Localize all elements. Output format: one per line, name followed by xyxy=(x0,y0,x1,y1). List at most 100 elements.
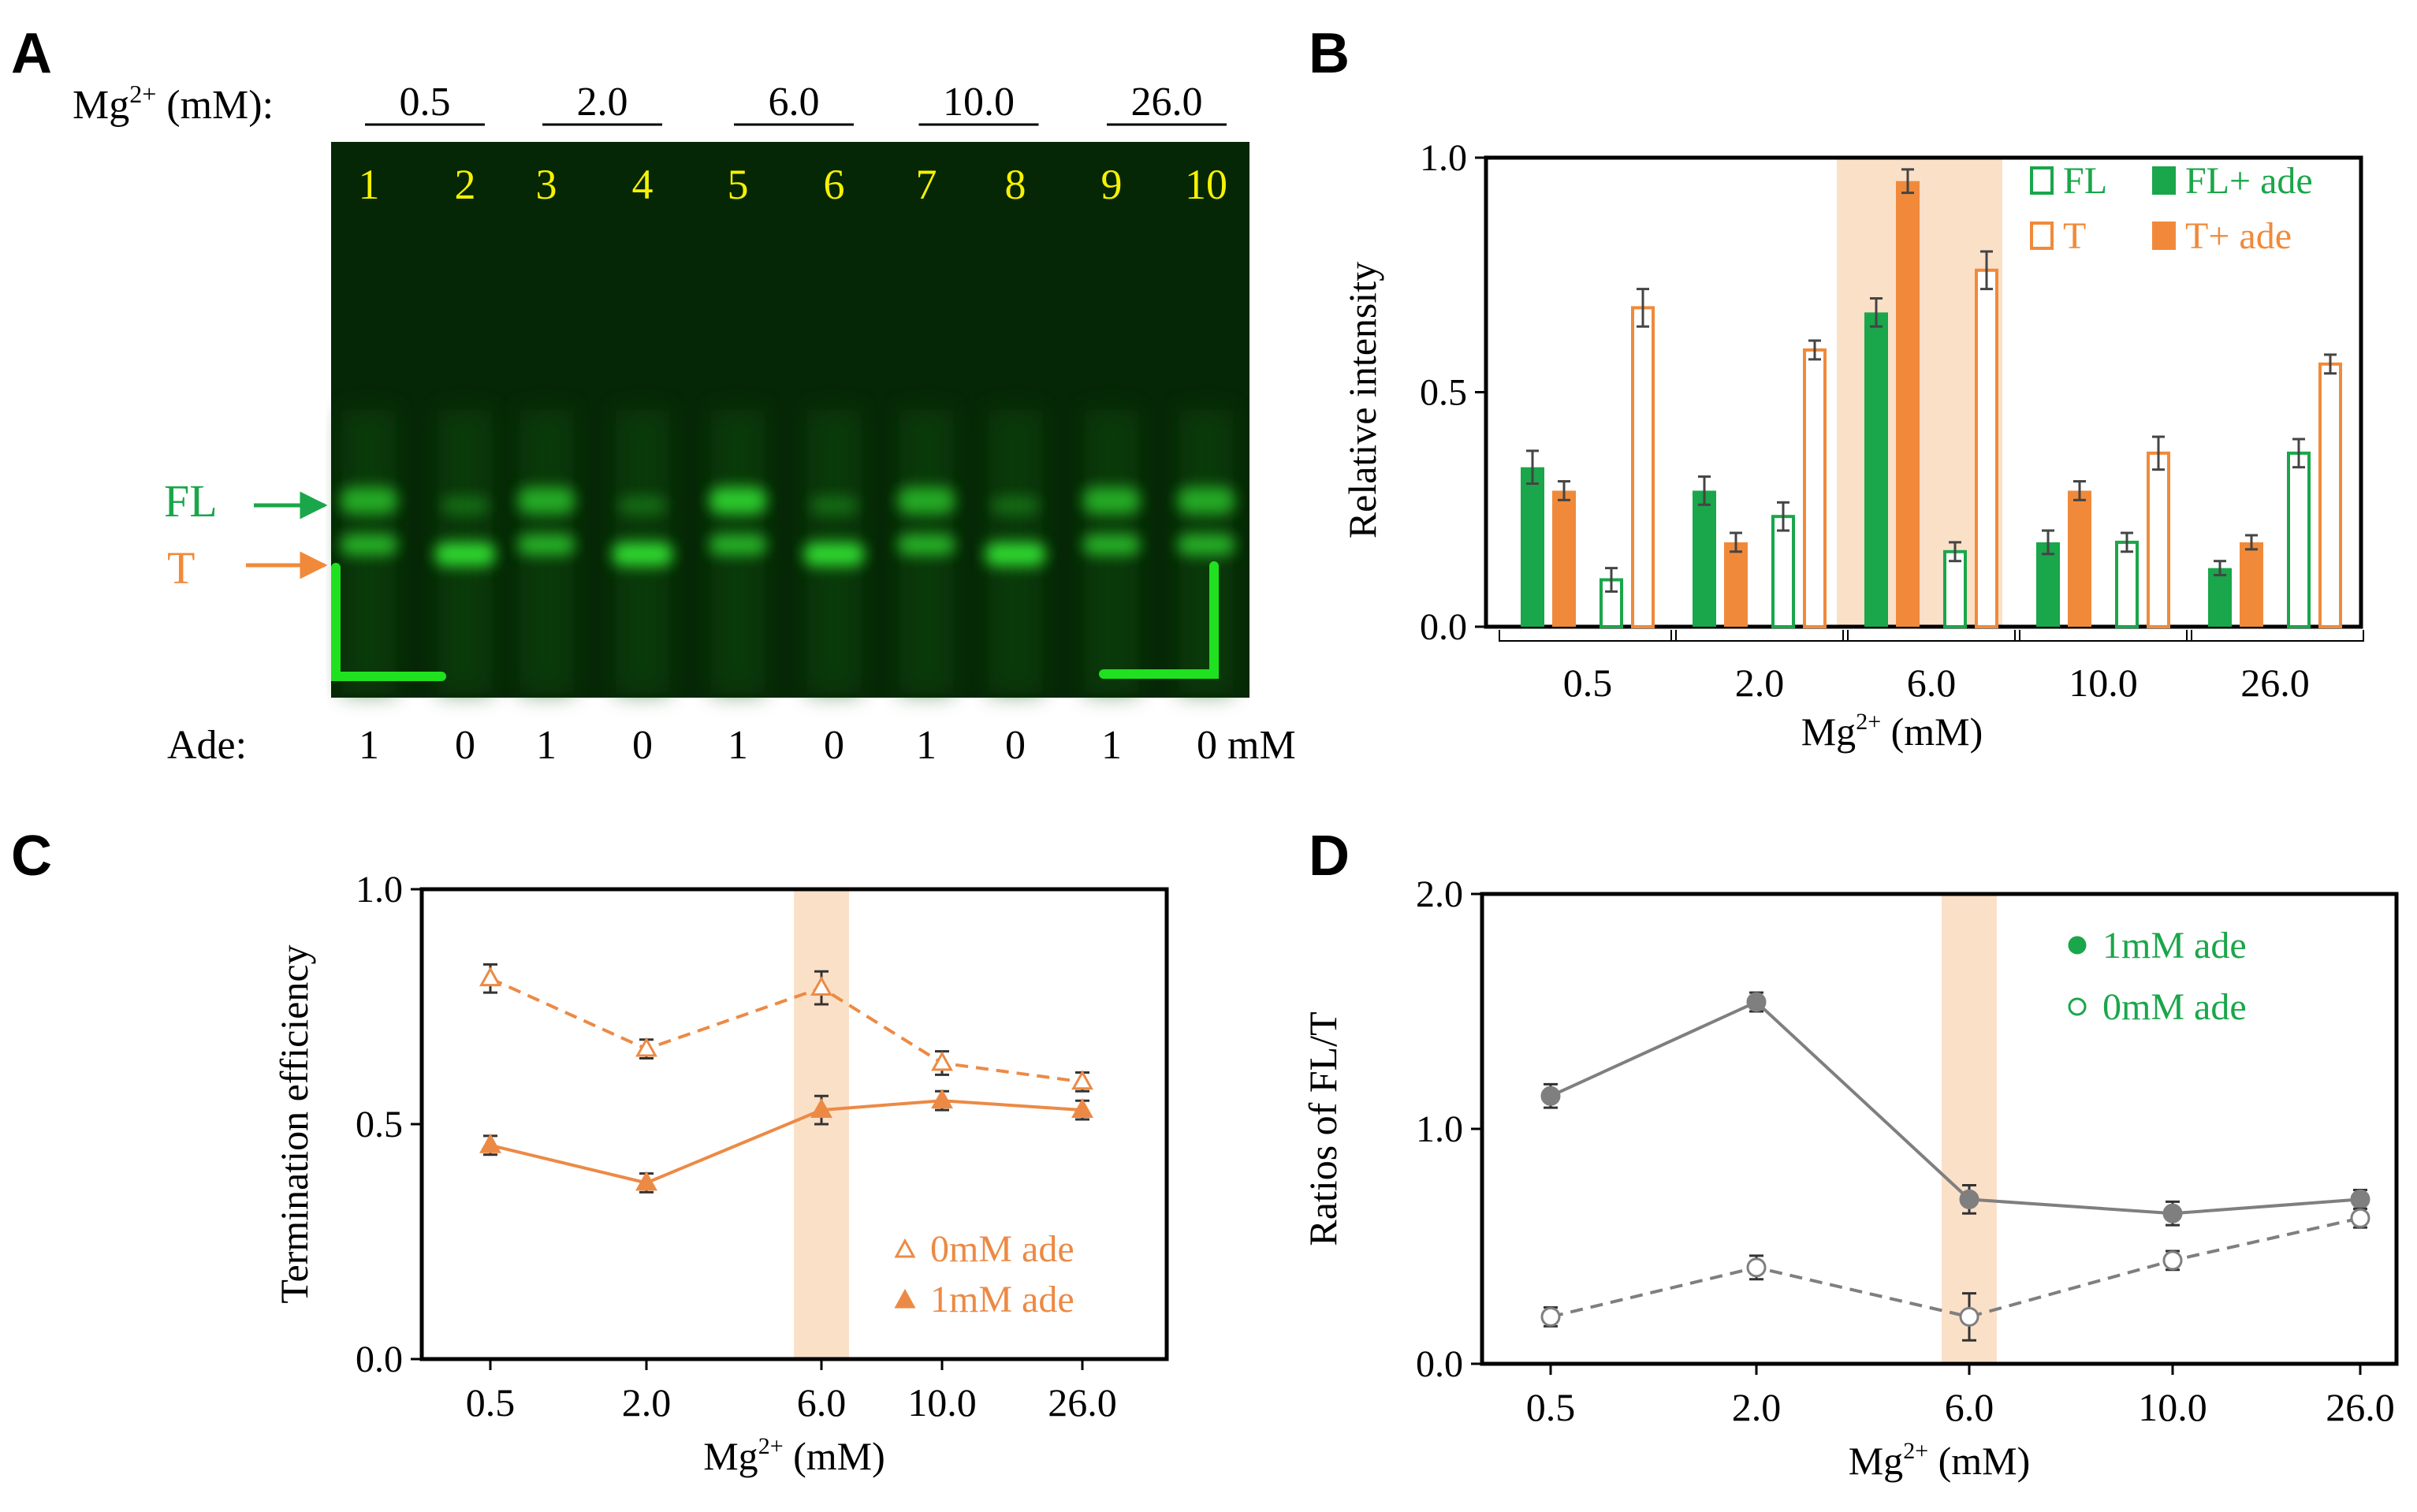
x-tick-label: 6.0 xyxy=(797,1380,847,1424)
lane-number: 4 xyxy=(632,161,654,208)
x-tick-label: 10.0 xyxy=(2138,1385,2207,1429)
data-point xyxy=(931,1051,953,1071)
x-tick-label: 2.0 xyxy=(622,1380,672,1424)
gel-band-fl-faint xyxy=(441,497,489,514)
lane-number: 9 xyxy=(1101,161,1123,208)
gel-band-t xyxy=(518,534,575,555)
legend-marker xyxy=(894,1288,916,1309)
gel-marker-right xyxy=(1099,561,1219,679)
bar xyxy=(2068,490,2091,627)
x-axis-label: Mg2+ (mM) xyxy=(1849,1438,2031,1483)
bar xyxy=(2240,542,2263,627)
x-tick-label: 0.5 xyxy=(1526,1385,1576,1429)
bar xyxy=(1864,312,1888,627)
legend-swatch xyxy=(2030,222,2054,250)
series-line xyxy=(1550,1216,2361,1319)
lane-number: 10 xyxy=(1185,161,1227,208)
category-bracket xyxy=(1842,630,2020,642)
lane-number: 1 xyxy=(359,161,380,208)
data-point xyxy=(1071,1098,1093,1119)
data-point xyxy=(635,1037,657,1057)
x-axis-label-unit: (mM) xyxy=(1881,709,1983,754)
category-bracket xyxy=(2186,630,2364,642)
mg-label: Mg2+ (mM): xyxy=(73,80,274,128)
panel-b: B 0.0 0.5 1.0 0.5 2.0 6.0 10.0 26.0 Mg2+ (mM) Rel… xyxy=(1309,22,2364,754)
panel-c: C 0.0 0.5 1.0 0.5 2.0 6.0 10.0 26.0 Mg2+ (mM) Ter… xyxy=(11,825,1169,1478)
ade-value: 0 xyxy=(632,723,653,768)
bar xyxy=(2287,451,2311,628)
category-bracket xyxy=(1499,630,1677,642)
x-tick-label: 10.0 xyxy=(907,1380,977,1424)
x-axis-label-sup: 2+ xyxy=(758,1433,784,1459)
legend-swatch xyxy=(2030,166,2054,195)
x-tick-label: 6.0 xyxy=(1907,661,1957,705)
bar xyxy=(1693,490,1716,627)
bar xyxy=(2036,542,2060,627)
gel-band-t xyxy=(898,534,955,555)
x-axis-label-unit: (mM) xyxy=(1928,1439,2030,1483)
data-point xyxy=(1746,1257,1767,1278)
lane-numbers: 1 2 3 4 5 6 7 8 9 10 xyxy=(359,161,1228,208)
x-axis-label-unit: (mM) xyxy=(784,1434,885,1478)
x-axis-label-sup: 2+ xyxy=(1856,709,1881,735)
data-point xyxy=(1540,1086,1561,1106)
mg-label-sup: 2+ xyxy=(129,80,156,108)
category-bracket xyxy=(2014,630,2192,642)
ade-label: Ade: xyxy=(167,723,247,768)
gel-band-fl-faint xyxy=(810,497,858,514)
x-tick-label: 0.5 xyxy=(466,1380,516,1424)
series-line xyxy=(490,977,1083,1084)
x-tick-label: 26.0 xyxy=(2326,1385,2395,1429)
gel-band-t xyxy=(1178,534,1235,555)
bar xyxy=(1896,181,1920,627)
data-point xyxy=(931,1089,953,1109)
x-tick-label: 2.0 xyxy=(1732,1385,1782,1429)
bar xyxy=(1943,549,1967,628)
y-tick-label: 2.0 xyxy=(1416,873,1463,915)
panel-letter-b: B xyxy=(1309,22,1350,85)
gel-band-t xyxy=(435,542,495,566)
ade-value: 1 xyxy=(916,723,937,768)
lane-number: 8 xyxy=(1005,161,1026,208)
data-point xyxy=(635,1171,657,1191)
lane-number: 5 xyxy=(728,161,749,208)
mg-group-labels: 0.5 2.0 6.0 10.0 26.0 xyxy=(365,80,1227,126)
x-axis-label: Mg2+ (mM) xyxy=(1801,709,1983,754)
mg-group-label: 6.0 xyxy=(769,80,820,125)
lane-number: 2 xyxy=(455,161,476,208)
y-tick-label: 1.0 xyxy=(1416,1108,1463,1150)
gel-band-fl-faint xyxy=(619,497,666,514)
category-bracket xyxy=(1670,630,1849,642)
ade-value: 0 xyxy=(1005,723,1026,768)
panel-d: D 0.0 1.0 2.0 0.5 2.0 6.0 10.0 26.0 Mg2+ (mM) Rat… xyxy=(1301,825,2399,1483)
x-tick-label: 26.0 xyxy=(1048,1380,1117,1424)
legend-marker xyxy=(2068,936,2087,955)
data-point xyxy=(1071,1070,1093,1090)
data-point xyxy=(1959,1306,1979,1327)
lane-number: 7 xyxy=(916,161,937,208)
chart-c: 0.0 0.5 1.0 0.5 2.0 6.0 10.0 26.0 Mg2+ (mM) Termi… xyxy=(272,869,1169,1478)
gel-band-t xyxy=(985,542,1045,566)
data-point xyxy=(810,1098,832,1119)
data-point xyxy=(479,966,501,987)
x-tick-label: 26.0 xyxy=(2240,661,2310,705)
y-tick-label: 0.0 xyxy=(356,1339,403,1380)
data-point xyxy=(2350,1189,2370,1209)
bar xyxy=(1552,490,1576,627)
data-point xyxy=(2162,1250,2183,1271)
y-tick-label: 0.5 xyxy=(356,1104,403,1145)
bar xyxy=(2208,568,2232,627)
gel-band-fl-faint xyxy=(992,497,1039,514)
legend-label: 1mM ade xyxy=(930,1279,1074,1320)
bar xyxy=(1975,268,1998,628)
x-tick-label: 2.0 xyxy=(1735,661,1785,705)
data-point xyxy=(1540,1306,1561,1327)
legend-marker xyxy=(894,1238,916,1258)
data-point xyxy=(479,1133,501,1153)
y-tick-label: 0.5 xyxy=(1420,372,1467,414)
y-tick-label: 0.0 xyxy=(1416,1343,1463,1385)
x-axis-label-sup: 2+ xyxy=(1903,1438,1928,1464)
fl-label: FL xyxy=(164,475,218,527)
mg-group-label: 26.0 xyxy=(1131,80,1203,125)
